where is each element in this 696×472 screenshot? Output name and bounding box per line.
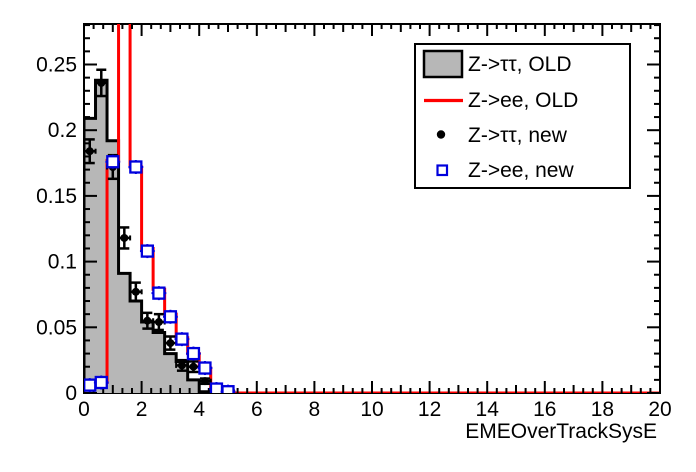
y-tick-label: 0.15 xyxy=(36,185,77,208)
x-tick-label: 2 xyxy=(136,398,148,421)
zee-new-point xyxy=(128,159,144,174)
ztautau-new-point xyxy=(129,281,143,303)
hist-ztautau-old-outline xyxy=(84,78,660,393)
ztautau-new-point xyxy=(198,377,212,386)
axis-tick-labels: 0 2 4 6 8 10 12 14 16 18 20 0 0.05 0.1 0.15 0.2 0.25 xyxy=(36,54,672,422)
y-tick-label: 0.25 xyxy=(36,54,77,77)
legend-label-zee-old: Z->ee, OLD xyxy=(468,89,578,112)
x-tick-label: 0 xyxy=(78,398,90,421)
histograms xyxy=(84,24,660,393)
x-axis-title: EMEOverTrackSysE xyxy=(465,420,657,443)
legend-label-zee-new: Z->ee, new xyxy=(468,159,574,182)
zee-new-point xyxy=(163,309,178,324)
ztautau-new-point xyxy=(152,312,166,332)
legend-swatch-black-dot xyxy=(436,130,446,139)
legend-swatch-blue-square xyxy=(436,164,449,177)
y-tick-label: 0.1 xyxy=(48,251,77,274)
ztautau-new-point xyxy=(186,360,201,374)
y-tick-label: 0 xyxy=(65,382,77,405)
ztautau-new-point xyxy=(84,138,97,165)
data-points xyxy=(84,68,236,393)
ztautau-new-point xyxy=(117,226,132,250)
axis-ticks xyxy=(83,24,661,394)
x-tick-label: 20 xyxy=(648,398,671,421)
x-tick-label: 10 xyxy=(360,398,383,421)
x-tick-label: 14 xyxy=(476,398,500,421)
zee-new-point xyxy=(174,332,190,347)
legend-label-ztautau-old: Z->ττ, OLD xyxy=(468,53,572,76)
hist-ztautau-old-fill xyxy=(84,80,660,393)
ztautau-new-point xyxy=(94,68,109,98)
legend-swatch-gray-box xyxy=(422,49,464,79)
y-tick-label: 0.2 xyxy=(48,119,77,142)
x-tick-label: 6 xyxy=(251,398,263,421)
zee-new-point xyxy=(105,154,121,169)
zee-new-point xyxy=(197,361,213,376)
legend-box xyxy=(414,43,631,189)
zee-new-point xyxy=(139,244,155,259)
x-tick-label: 18 xyxy=(591,398,614,421)
zee-new-point xyxy=(220,384,236,393)
legend-label-ztautau-new: Z->ττ, new xyxy=(468,124,568,147)
ztautau-new-point xyxy=(163,335,178,351)
zee-new-point xyxy=(186,346,201,361)
hist-zee-old-line xyxy=(84,24,660,393)
x-tick-label: 16 xyxy=(533,398,556,421)
x-tick-label: 8 xyxy=(309,398,321,421)
x-tick-label: 4 xyxy=(193,398,205,421)
x-tick-label: 12 xyxy=(418,398,441,421)
y-tick-label: 0.05 xyxy=(36,316,77,339)
zee-new-point xyxy=(151,286,167,301)
zee-new-point xyxy=(93,375,109,390)
